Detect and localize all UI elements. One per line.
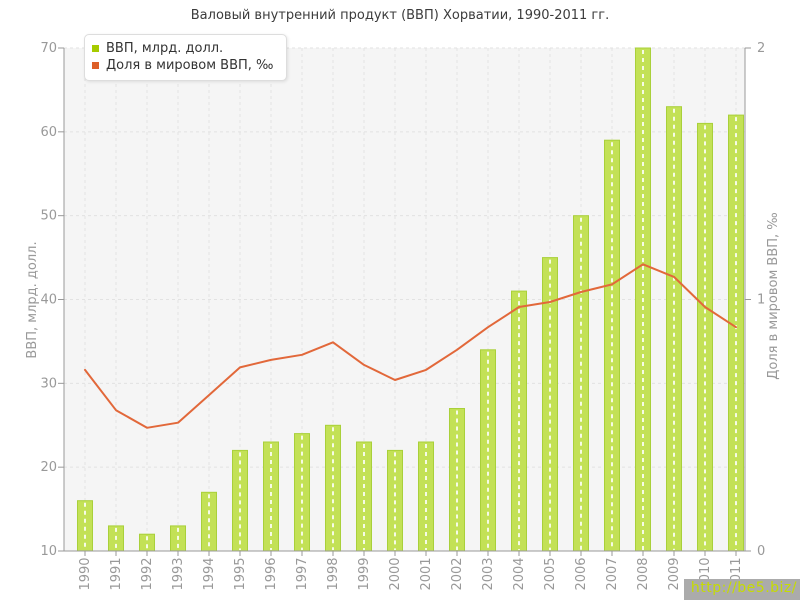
legend-label-gdp: ВВП, млрд. долл. (106, 41, 224, 56)
svg-text:30: 30 (40, 376, 57, 391)
svg-text:2001: 2001 (419, 557, 434, 590)
legend-label-share: Доля в мировом ВВП, ‰ (106, 58, 274, 73)
svg-text:1992: 1992 (140, 557, 155, 590)
svg-text:0: 0 (757, 544, 765, 559)
legend-item-gdp: ВВП, млрд. долл. (92, 40, 274, 57)
y-axis-left: 10 20 30 40 50 60 70 (40, 41, 64, 559)
svg-text:2: 2 (757, 41, 765, 56)
svg-text:1995: 1995 (233, 557, 248, 590)
svg-text:60: 60 (40, 125, 57, 140)
svg-text:40: 40 (40, 293, 57, 308)
svg-text:2004: 2004 (512, 557, 527, 590)
legend-marker-gdp-icon (92, 45, 99, 52)
y-axis-right: 0 1 2 (745, 41, 765, 559)
svg-text:50: 50 (40, 209, 57, 224)
svg-text:10: 10 (40, 544, 57, 559)
svg-text:2006: 2006 (574, 557, 589, 590)
svg-text:1993: 1993 (171, 557, 186, 590)
svg-text:1997: 1997 (295, 557, 310, 590)
svg-text:2007: 2007 (605, 557, 620, 590)
x-axis: 1990 1991 1992 1993 1994 1995 1996 1997 1998 1999… (78, 551, 744, 591)
plot-area (64, 48, 745, 551)
svg-text:2008: 2008 (636, 557, 651, 590)
legend: ВВП, млрд. долл. Доля в мировом ВВП, ‰ (84, 34, 287, 81)
svg-text:1999: 1999 (357, 557, 372, 590)
share-line (84, 263, 737, 429)
chart-title: Валовый внутренний продукт (ВВП) Хорвати… (190, 8, 610, 23)
svg-text:70: 70 (40, 41, 57, 56)
svg-text:2009: 2009 (667, 557, 682, 590)
svg-text:2003: 2003 (481, 557, 496, 590)
svg-text:2000: 2000 (388, 557, 403, 590)
svg-text:1991: 1991 (109, 557, 124, 590)
svg-text:1998: 1998 (326, 557, 341, 590)
svg-text:1994: 1994 (202, 557, 217, 590)
svg-text:20: 20 (40, 460, 57, 475)
y-axis-right-title: Доля в мировом ВВП, ‰ (766, 212, 781, 380)
svg-text:1996: 1996 (264, 557, 279, 590)
svg-text:2005: 2005 (543, 557, 558, 590)
legend-marker-share-icon (92, 62, 99, 69)
y-axis-left-title: ВВП, млрд. долл. (25, 241, 40, 358)
svg-text:2002: 2002 (450, 557, 465, 590)
watermark-link[interactable]: http://be5.biz/ (683, 579, 800, 600)
svg-text:1: 1 (757, 293, 765, 308)
legend-item-share: Доля в мировом ВВП, ‰ (92, 57, 274, 74)
gdp-bars (77, 47, 744, 552)
svg-text:1990: 1990 (78, 557, 93, 590)
